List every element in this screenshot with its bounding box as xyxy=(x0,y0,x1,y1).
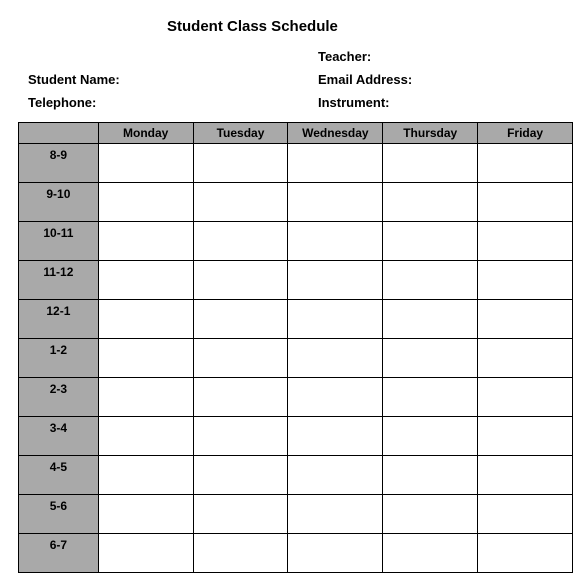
schedule-cell xyxy=(478,261,573,300)
schedule-cell xyxy=(288,183,383,222)
page-title: Student Class Schedule xyxy=(12,18,573,35)
header-row: Monday Tuesday Wednesday Thursday Friday xyxy=(19,123,573,144)
time-cell: 9-10 xyxy=(19,183,99,222)
schedule-cell xyxy=(478,183,573,222)
table-row: 12-1 xyxy=(19,300,573,339)
info-block: Teacher: Student Name: Email Address: Te… xyxy=(12,49,573,110)
schedule-cell xyxy=(478,300,573,339)
schedule-cell xyxy=(288,495,383,534)
time-cell: 4-5 xyxy=(19,456,99,495)
schedule-cell xyxy=(193,222,288,261)
schedule-cell xyxy=(288,300,383,339)
time-cell: 8-9 xyxy=(19,144,99,183)
day-header: Monday xyxy=(98,123,193,144)
schedule-cell xyxy=(383,378,478,417)
schedule-cell xyxy=(383,144,478,183)
day-header: Tuesday xyxy=(193,123,288,144)
time-cell: 5-6 xyxy=(19,495,99,534)
schedule-cell xyxy=(193,339,288,378)
schedule-cell xyxy=(98,378,193,417)
schedule-cell xyxy=(98,339,193,378)
time-cell: 3-4 xyxy=(19,417,99,456)
schedule-cell xyxy=(98,456,193,495)
schedule-cell xyxy=(383,261,478,300)
schedule-cell xyxy=(288,261,383,300)
table-row: 3-4 xyxy=(19,417,573,456)
table-row: 6-7 xyxy=(19,534,573,573)
schedule-cell xyxy=(98,222,193,261)
schedule-cell xyxy=(383,534,478,573)
table-row: 11-12 xyxy=(19,261,573,300)
time-cell: 1-2 xyxy=(19,339,99,378)
schedule-cell xyxy=(288,144,383,183)
schedule-cell xyxy=(288,534,383,573)
schedule-cell xyxy=(288,222,383,261)
schedule-cell xyxy=(383,456,478,495)
email-label: Email Address: xyxy=(318,72,412,87)
schedule-cell xyxy=(288,378,383,417)
day-header: Wednesday xyxy=(288,123,383,144)
schedule-cell xyxy=(193,417,288,456)
table-row: 2-3 xyxy=(19,378,573,417)
schedule-cell xyxy=(193,378,288,417)
schedule-cell xyxy=(98,417,193,456)
corner-cell xyxy=(19,123,99,144)
table-row: 8-9 xyxy=(19,144,573,183)
schedule-cell xyxy=(193,144,288,183)
schedule-cell xyxy=(98,534,193,573)
schedule-cell xyxy=(193,183,288,222)
day-header: Friday xyxy=(478,123,573,144)
schedule-cell xyxy=(193,534,288,573)
schedule-cell xyxy=(478,378,573,417)
telephone-label: Telephone: xyxy=(28,95,318,110)
table-row: 4-5 xyxy=(19,456,573,495)
day-header: Thursday xyxy=(383,123,478,144)
schedule-cell xyxy=(98,261,193,300)
schedule-cell xyxy=(383,417,478,456)
schedule-cell xyxy=(193,456,288,495)
schedule-cell xyxy=(288,417,383,456)
schedule-cell xyxy=(478,495,573,534)
instrument-label: Instrument: xyxy=(318,95,390,110)
table-row: 10-11 xyxy=(19,222,573,261)
schedule-cell xyxy=(383,495,478,534)
schedule-cell xyxy=(98,183,193,222)
table-row: 9-10 xyxy=(19,183,573,222)
teacher-label: Teacher: xyxy=(318,49,371,64)
schedule-cell xyxy=(383,183,478,222)
schedule-cell xyxy=(478,417,573,456)
schedule-cell xyxy=(478,339,573,378)
student-name-label: Student Name: xyxy=(28,72,318,87)
schedule-cell xyxy=(478,534,573,573)
schedule-cell xyxy=(383,300,478,339)
empty-left xyxy=(28,49,318,64)
time-cell: 2-3 xyxy=(19,378,99,417)
time-cell: 10-11 xyxy=(19,222,99,261)
table-row: 5-6 xyxy=(19,495,573,534)
schedule-cell xyxy=(193,261,288,300)
schedule-cell xyxy=(383,339,478,378)
table-row: 1-2 xyxy=(19,339,573,378)
schedule-table: Monday Tuesday Wednesday Thursday Friday… xyxy=(18,122,573,573)
schedule-cell xyxy=(478,456,573,495)
schedule-cell xyxy=(193,300,288,339)
schedule-cell xyxy=(383,222,478,261)
schedule-cell xyxy=(98,300,193,339)
time-cell: 12-1 xyxy=(19,300,99,339)
schedule-cell xyxy=(288,456,383,495)
schedule-cell xyxy=(98,495,193,534)
schedule-cell xyxy=(288,339,383,378)
schedule-cell xyxy=(98,144,193,183)
schedule-cell xyxy=(478,144,573,183)
schedule-cell xyxy=(193,495,288,534)
schedule-cell xyxy=(478,222,573,261)
time-cell: 6-7 xyxy=(19,534,99,573)
time-cell: 11-12 xyxy=(19,261,99,300)
